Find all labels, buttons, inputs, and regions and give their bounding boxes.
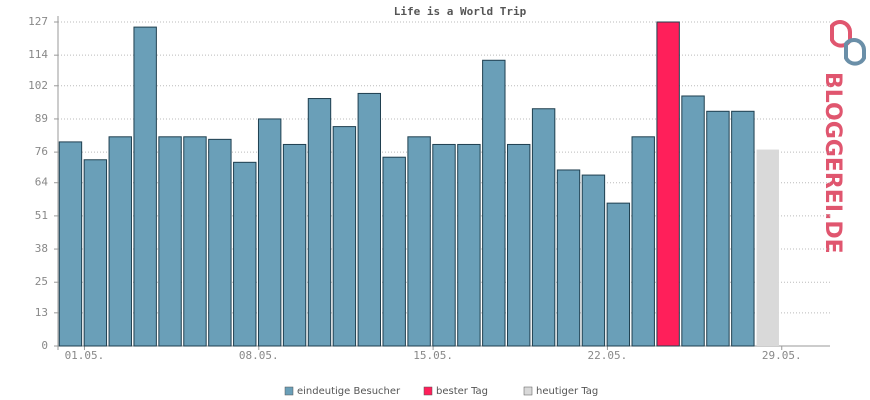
bar	[183, 136, 207, 347]
bar	[257, 118, 282, 347]
logo-icon	[830, 20, 852, 48]
legend-label: eindeutige Besucher	[297, 386, 401, 397]
y-tick-label: 0	[41, 339, 48, 352]
bar	[656, 21, 680, 347]
y-tick-label: 76	[35, 145, 48, 158]
legend-label: heutiger Tag	[536, 386, 598, 397]
bar	[531, 108, 556, 347]
y-tick-label: 127	[28, 15, 48, 28]
bar	[307, 98, 332, 347]
y-tick-label: 38	[35, 242, 48, 255]
x-tick-label: 29.05.	[762, 349, 802, 362]
bar	[706, 110, 730, 347]
bar	[158, 136, 182, 347]
bar	[731, 110, 755, 347]
y-tick-label: 114	[28, 48, 48, 61]
bar	[133, 26, 157, 347]
bar	[83, 159, 108, 347]
bar	[756, 149, 779, 346]
bar	[606, 202, 631, 347]
bar	[382, 156, 406, 347]
logo: BLOGGEREI.DE	[820, 20, 866, 254]
bar	[332, 126, 357, 347]
x-tick-label: 15.05.	[413, 349, 453, 362]
y-tick-label: 89	[35, 112, 48, 125]
bar	[58, 141, 83, 347]
y-tick-label: 51	[35, 209, 48, 222]
legend: eindeutige Besucher bester Tag heutiger Ta…	[284, 386, 598, 397]
y-tick-label: 102	[28, 79, 48, 92]
bar	[357, 92, 381, 347]
bar	[407, 136, 431, 347]
y-tick-label: 64	[35, 176, 49, 189]
logo-text: BLOGGEREI.DE	[820, 72, 845, 254]
bar	[457, 143, 481, 347]
chart-title: Life is a World Trip	[394, 5, 527, 18]
x-tick-label: 01.05.	[65, 349, 105, 362]
legend-swatch	[423, 386, 433, 396]
bar	[581, 174, 606, 347]
legend-swatch	[523, 386, 533, 396]
logo-icon	[844, 38, 866, 66]
bar	[432, 143, 456, 347]
x-tick-label: 22.05.	[588, 349, 628, 362]
bar	[233, 161, 257, 347]
x-tick-label: 08.05.	[239, 349, 279, 362]
bar	[507, 143, 531, 347]
bar	[208, 138, 232, 347]
bar	[681, 95, 705, 347]
bar	[631, 136, 655, 347]
bar	[482, 59, 506, 347]
legend-label: bester Tag	[436, 386, 488, 397]
y-tick-label: 13	[35, 306, 48, 319]
y-tick-label: 25	[35, 275, 48, 288]
bar	[282, 143, 307, 347]
bar	[556, 169, 581, 347]
bar	[108, 136, 132, 347]
legend-swatch	[284, 386, 294, 396]
